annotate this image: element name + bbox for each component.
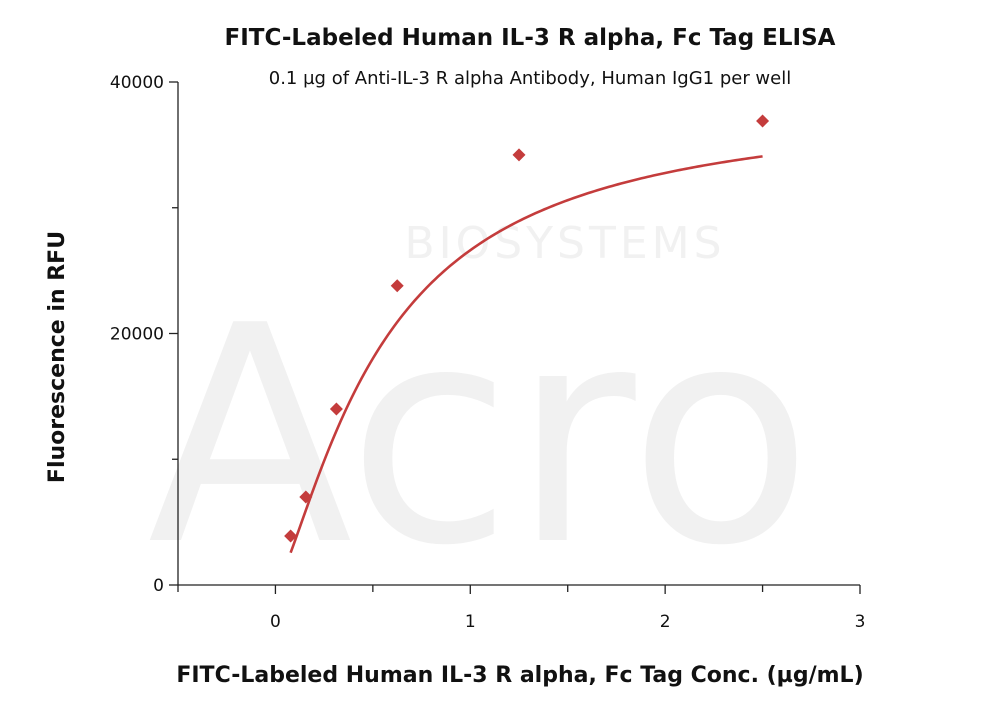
x-tick-label: 3 bbox=[855, 612, 866, 632]
x-tick-label: 2 bbox=[660, 612, 671, 632]
data-point bbox=[756, 114, 770, 128]
ticks: 0 20000 40000 0 1 2 3 bbox=[110, 73, 866, 632]
y-tick-label: 0 bbox=[153, 576, 164, 596]
watermark-brand: Acro bbox=[147, 262, 812, 611]
data-point bbox=[390, 279, 404, 293]
chart-title: FITC-Labeled Human IL-3 R alpha, Fc Tag … bbox=[225, 25, 836, 51]
x-tick-label: 1 bbox=[465, 612, 476, 632]
data-point bbox=[284, 529, 298, 543]
y-tick-label: 40000 bbox=[110, 73, 164, 93]
data-point bbox=[329, 402, 343, 416]
chart-subtitle: 0.1 µg of Anti-IL-3 R alpha Antibody, Hu… bbox=[269, 68, 791, 89]
x-tick-label: 0 bbox=[270, 612, 281, 632]
y-axis-label: Fluorescence in RFU bbox=[45, 231, 70, 483]
fit-curve bbox=[289, 155, 763, 554]
data-point bbox=[512, 148, 526, 162]
fit-curve-layer bbox=[289, 155, 763, 554]
data-points bbox=[284, 114, 770, 543]
x-axis-label: FITC-Labeled Human IL-3 R alpha, Fc Tag … bbox=[176, 663, 863, 688]
watermark: Acro BIOSYSTEMS bbox=[147, 218, 812, 611]
data-point bbox=[299, 490, 313, 504]
y-tick-label: 20000 bbox=[110, 325, 164, 345]
watermark-sub: BIOSYSTEMS bbox=[404, 218, 725, 269]
